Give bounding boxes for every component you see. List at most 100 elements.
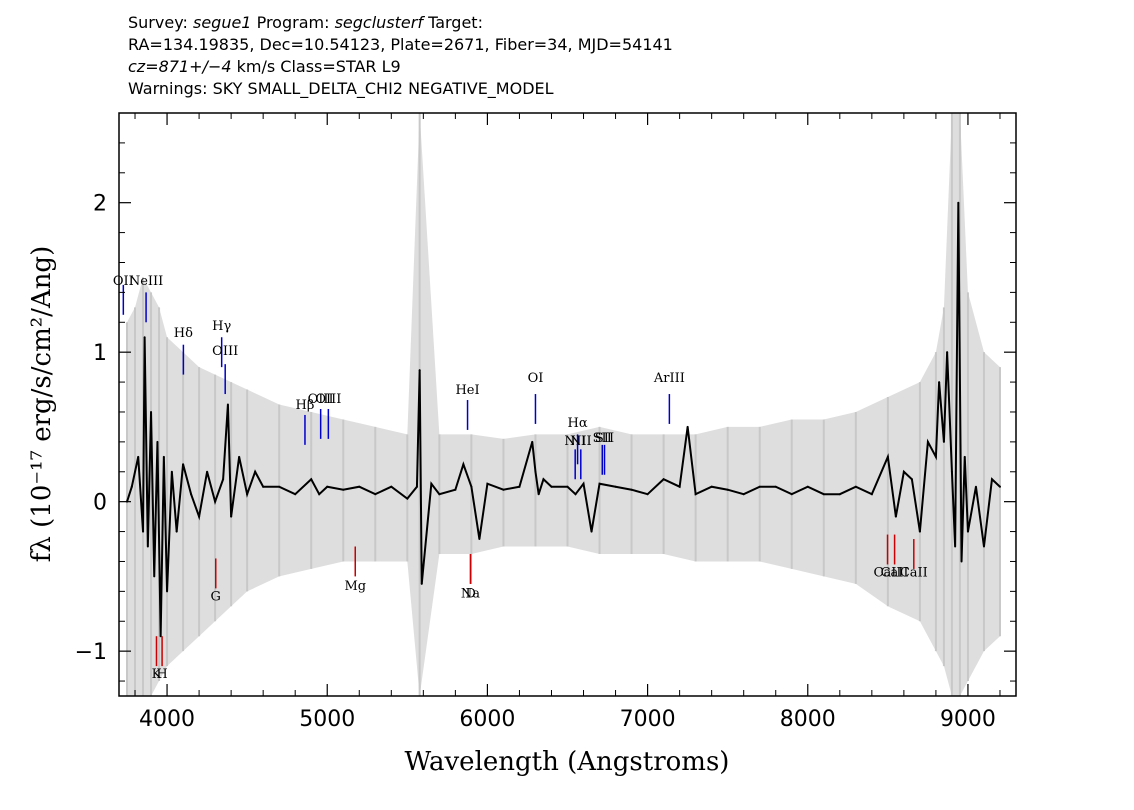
flux-point <box>142 530 145 533</box>
y-tick-label: 0 <box>93 491 107 516</box>
program-label: Program: <box>256 13 330 32</box>
flux-point <box>462 463 465 466</box>
flux-point <box>156 440 159 443</box>
flux-point <box>146 545 149 548</box>
emission-line-label: OII <box>113 274 134 289</box>
error-band <box>127 113 1000 696</box>
flux-point <box>166 590 169 593</box>
flux-point <box>478 538 481 541</box>
flux-point <box>902 470 905 473</box>
flux-point <box>758 485 761 488</box>
flux-point <box>143 336 146 339</box>
flux-point <box>950 470 953 473</box>
flux-point <box>894 515 897 518</box>
flux-point <box>206 470 209 473</box>
emission-line-label: SII <box>595 431 614 446</box>
flux-point <box>246 493 249 496</box>
flux-point <box>470 485 473 488</box>
flux-point <box>646 493 649 496</box>
flux-point <box>278 485 281 488</box>
absorption-line-label: CaII <box>900 565 928 580</box>
flux-point <box>238 455 241 458</box>
flux-point <box>710 485 713 488</box>
flux-point <box>982 545 985 548</box>
emission-line-label: OIII <box>212 344 238 359</box>
emission-line-label: ArIII <box>653 371 685 386</box>
flux-point <box>254 470 257 473</box>
emission-line-label: NII <box>564 434 586 449</box>
flux-point <box>153 575 156 578</box>
flux-point <box>574 493 577 496</box>
flux-point <box>318 493 321 496</box>
flux-point <box>326 485 329 488</box>
flux-point <box>960 560 963 563</box>
absorption-line-label: CaII <box>874 565 902 580</box>
flux-point <box>806 485 809 488</box>
x-tick-label: 4000 <box>139 707 195 732</box>
flux-point <box>854 485 857 488</box>
flux-point <box>150 410 153 413</box>
flux-point <box>966 530 969 533</box>
flux-point <box>190 493 193 496</box>
y-axis-title: fλ (10⁻¹⁷ erg/s/cm²/Ang) <box>27 246 57 562</box>
flux-point <box>534 470 537 473</box>
flux-point <box>742 493 745 496</box>
flux-point <box>342 488 345 491</box>
survey-value: segue1 <box>192 13 252 32</box>
y-tick-label: −1 <box>75 640 107 665</box>
flux-point <box>946 351 949 354</box>
emission-line-label: OI <box>528 371 544 386</box>
flux-point <box>582 482 585 485</box>
emission-line-label: Hβ <box>296 398 315 413</box>
flux-point <box>678 485 681 488</box>
x-axis-title: Wavelength (Angstroms) <box>405 747 730 777</box>
flux-point <box>838 493 841 496</box>
flux-point <box>262 485 265 488</box>
flux-point <box>130 485 133 488</box>
flux-point <box>566 485 569 488</box>
flux-point <box>998 485 1001 488</box>
x-tick-label: 8000 <box>780 707 836 732</box>
absorption-line-label: H <box>156 667 167 682</box>
flux-point <box>175 530 178 533</box>
flux-point <box>614 485 617 488</box>
flux-point <box>934 455 937 458</box>
header-warnings: Warnings: SKY SMALL_DELTA_CHI2 NEGATIVE_… <box>128 79 554 98</box>
flux-point <box>694 493 697 496</box>
x-tick-label: 7000 <box>620 707 676 732</box>
flux-point <box>214 500 217 503</box>
emission-line-label: SII <box>593 431 612 446</box>
header-line-1: Survey: segue1 Program: segclusterf Targ… <box>128 12 673 34</box>
survey-label: Survey: <box>128 13 188 32</box>
flux-point <box>886 455 889 458</box>
flux-point <box>910 478 913 481</box>
ticks-layer: 4000 5000 6000 7000 8000 9000 −1 0 1 2 <box>75 112 1016 732</box>
flux-point <box>415 485 418 488</box>
flux-point <box>230 515 233 518</box>
absorption-line-label: G <box>211 589 221 604</box>
flux-point <box>974 485 977 488</box>
emission-line-label: NeIII <box>129 274 163 289</box>
flux-point <box>486 482 489 485</box>
flux-point <box>822 493 825 496</box>
flux-point <box>310 478 313 481</box>
flux-point <box>222 478 225 481</box>
target-label: Target: <box>428 13 483 32</box>
header-line-2: RA=134.19835, Dec=10.54123, Plate=2671, … <box>128 35 673 54</box>
flux-point <box>550 485 553 488</box>
x-tick-label: 5000 <box>299 707 355 732</box>
flux-point <box>159 635 162 638</box>
emission-line-label: NII <box>570 434 592 449</box>
flux-point <box>170 470 173 473</box>
redshift-value: cz=871+/−4 <box>128 57 232 76</box>
flux-point <box>518 485 521 488</box>
absorption-line-label: Mg <box>344 579 366 594</box>
flux-layer <box>126 201 1001 638</box>
flux-point <box>662 478 665 481</box>
flux-point <box>938 381 941 384</box>
flux-point <box>358 485 361 488</box>
flux-point <box>162 455 165 458</box>
flux-point <box>531 440 534 443</box>
